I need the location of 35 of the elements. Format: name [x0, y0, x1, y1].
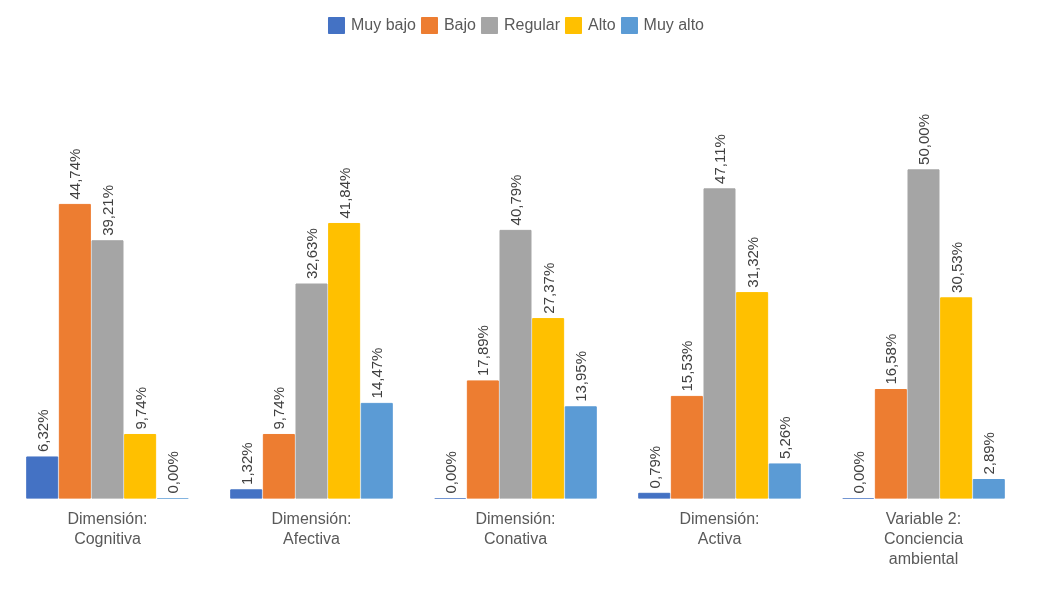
data-label: 0,00% [441, 451, 459, 494]
x-tick-label: Dimensión: Cognitiva [67, 509, 148, 547]
data-label: 27,37% [539, 262, 557, 314]
data-label: 44,74% [66, 148, 84, 200]
legend-label: Muy alto [643, 16, 705, 34]
data-label: 16,58% [882, 333, 900, 385]
data-label: 2,89% [980, 432, 998, 475]
x-tick-label: Variable 2: Conciencia ambiental [883, 509, 964, 568]
data-label: 17,89% [474, 325, 492, 376]
legend-label: Alto [587, 16, 616, 34]
data-label: 1,32% [237, 442, 255, 485]
x-tick-label: Dimensión: Activa [679, 509, 760, 547]
data-label: 39,21% [99, 184, 116, 236]
data-label: 31,32% [743, 236, 761, 288]
data-label: 47,11% [711, 134, 728, 184]
data-label: 50,00% [915, 114, 932, 165]
data-label: 5,26% [776, 416, 794, 459]
data-label: 9,74% [270, 387, 288, 430]
data-label: 9,74% [131, 387, 149, 430]
data-label: 40,79% [507, 174, 524, 226]
legend-label: Regular [503, 16, 560, 34]
data-label: 13,95% [572, 351, 590, 402]
data-label: 6,32% [33, 409, 51, 453]
data-label: 0,79% [645, 445, 663, 489]
data-label: 14,47% [368, 347, 386, 399]
data-label: 0,00% [849, 451, 867, 494]
data-label: 32,63% [303, 228, 320, 280]
x-tick-label: Dimensión: Conativa [475, 509, 556, 547]
data-label: 30,53% [947, 242, 965, 293]
legend-label: Muy bajo [350, 16, 416, 34]
data-label: 15,53% [678, 340, 696, 392]
data-label: 41,84% [335, 167, 353, 219]
legend-label: Bajo [443, 16, 476, 34]
data-label: 0,00% [164, 451, 182, 494]
x-tick-label: Dimensión: Afectiva [271, 509, 352, 547]
